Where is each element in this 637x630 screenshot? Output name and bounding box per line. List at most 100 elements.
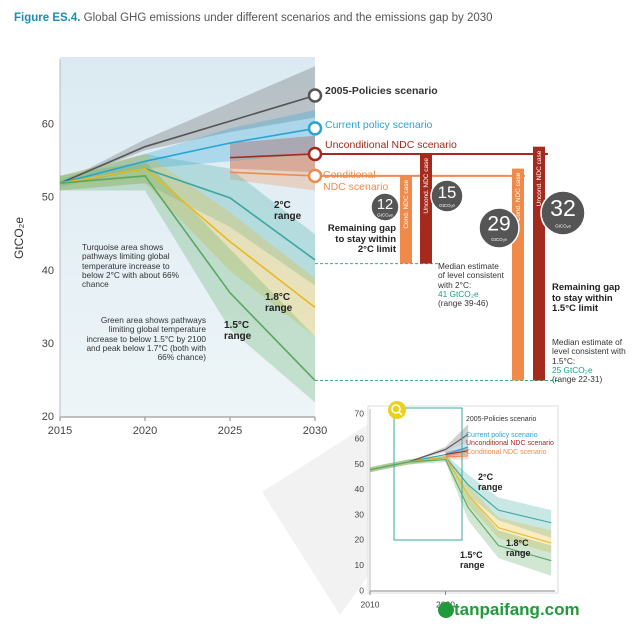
gap-unit: GtCO₂e — [439, 203, 455, 208]
series-label: Unconditional NDC scenario — [325, 139, 457, 151]
gap-bar-label: Cond. NDC case — [403, 180, 410, 229]
gap-badge — [430, 179, 464, 213]
series-line — [59, 94, 316, 184]
annotation: Green area shows pathways limiting globa… — [86, 315, 206, 363]
median-note: Median estimate of level consistent with… — [552, 337, 636, 385]
watermark-logo — [438, 602, 454, 618]
y-tick-label: 60 — [355, 434, 365, 444]
y-tick-label: 20 — [42, 411, 54, 423]
gap-badge — [540, 190, 586, 236]
series-line — [229, 153, 316, 159]
y-tick-label: 30 — [42, 338, 54, 350]
series-line — [229, 171, 316, 177]
header: Figure ES.4. Global GHG emissions under … — [14, 12, 493, 24]
y-tick-label: 60 — [42, 119, 54, 131]
gap-unit: GtCO₂e — [491, 237, 507, 242]
x-tick-label: 2010 — [361, 599, 380, 609]
median-text: Median estimate of level consistent with… — [552, 337, 626, 366]
x-tick-label: 2025 — [218, 425, 242, 437]
gap-value: 32 — [550, 195, 576, 221]
range-band — [60, 153, 315, 286]
median-value: 41 GtCO₂e — [438, 288, 479, 299]
annotation: Turquoise area shows pathways limiting g… — [82, 242, 179, 290]
series-label: 2°C range — [274, 200, 302, 223]
gap-note: Remaining gap to stay within 2°C limit — [327, 223, 396, 256]
median-range: (range 22-31) — [552, 374, 603, 385]
gap-bar — [420, 153, 432, 264]
y-tick-label: 30 — [355, 509, 365, 519]
series-label: Conditional NDC scenario — [323, 169, 389, 193]
x-tick-label: 2030 — [303, 425, 327, 437]
series-end-marker — [307, 121, 323, 136]
series-label: Conditional NDC scenario — [466, 449, 547, 456]
gap-badge — [478, 207, 520, 249]
gap-value: 12 — [377, 197, 393, 213]
range-band — [230, 153, 315, 191]
range-band — [370, 454, 552, 538]
range-band — [370, 457, 552, 576]
series-end-marker — [307, 168, 323, 184]
y-tick-label: 50 — [355, 459, 365, 469]
series-label: Current policy scenario — [466, 432, 538, 439]
range-band — [60, 161, 315, 403]
series-line — [445, 455, 469, 458]
y-axis-label: GtCO₂e — [12, 217, 26, 259]
gap-value: 29 — [487, 213, 510, 236]
median-value: 25 GtCO₂e — [552, 364, 593, 375]
series-line — [59, 175, 316, 382]
y-tick-label: 10 — [355, 560, 365, 570]
series-line — [369, 458, 552, 562]
x-tick-label: 2015 — [48, 425, 72, 437]
series-line — [59, 167, 316, 309]
gap-unit: GtCO₂e — [377, 213, 393, 218]
y-tick-label: 20 — [355, 535, 365, 545]
series-label: Unconditional NDC scenario — [466, 440, 554, 447]
gap-bar-label: Cond. NDC case — [515, 172, 522, 221]
series-label: 2005-Policies scenario — [466, 416, 537, 423]
plot-panel — [60, 57, 315, 417]
median-range: (range 39-46) — [438, 298, 489, 309]
range-band — [230, 135, 315, 173]
gap-value: 15 — [438, 183, 457, 202]
gap-badge — [370, 192, 400, 222]
zoom-shade — [262, 408, 394, 615]
y-tick-label: 50 — [42, 192, 54, 204]
watermark: tanpaifang.com — [454, 600, 580, 619]
series-line — [59, 127, 316, 184]
series-end-marker — [307, 88, 323, 103]
gap-note: Remaining gap to stay within 1.5°C limit — [552, 282, 621, 315]
gap-unit: GtCO₂e — [555, 223, 571, 228]
y-tick-label: 40 — [42, 265, 54, 277]
zoom-frame — [393, 407, 463, 541]
figure-title: Global GHG emissions under different sce… — [83, 12, 493, 24]
range-band — [60, 110, 315, 187]
gap-bar-label: Uncond. NDC case — [536, 150, 543, 206]
series-label: 2005-Policies scenario — [325, 85, 438, 97]
zoom-icon-lens — [391, 404, 401, 414]
series-end-marker — [307, 146, 323, 162]
series-label: 1.5°C range — [224, 320, 252, 343]
gap-bar — [400, 175, 412, 264]
gap-bar-label: Uncond. NDC case — [423, 158, 430, 214]
series-line — [445, 450, 469, 456]
figure-label: Figure ES.4. — [14, 12, 81, 24]
y-tick-label: 40 — [355, 484, 365, 494]
median-note: Median estimate of level consistent with… — [438, 261, 508, 309]
series-label: 1.8°C range — [506, 538, 531, 559]
zoom-icon — [388, 401, 406, 419]
series-label: 2°C range — [478, 472, 503, 493]
series-label: Current policy scenario — [325, 119, 433, 131]
range-band — [370, 454, 552, 554]
series-label: 1.5°C range — [460, 550, 485, 571]
y-tick-label: 70 — [355, 408, 365, 418]
range-band — [60, 66, 315, 184]
series-label: 1.8°C range — [265, 292, 293, 315]
x-tick-label: 2020 — [133, 425, 157, 437]
zoom-icon-handle — [398, 411, 403, 416]
median-text: Median estimate of level consistent with… — [438, 261, 504, 290]
y-tick-label: 0 — [359, 585, 364, 595]
